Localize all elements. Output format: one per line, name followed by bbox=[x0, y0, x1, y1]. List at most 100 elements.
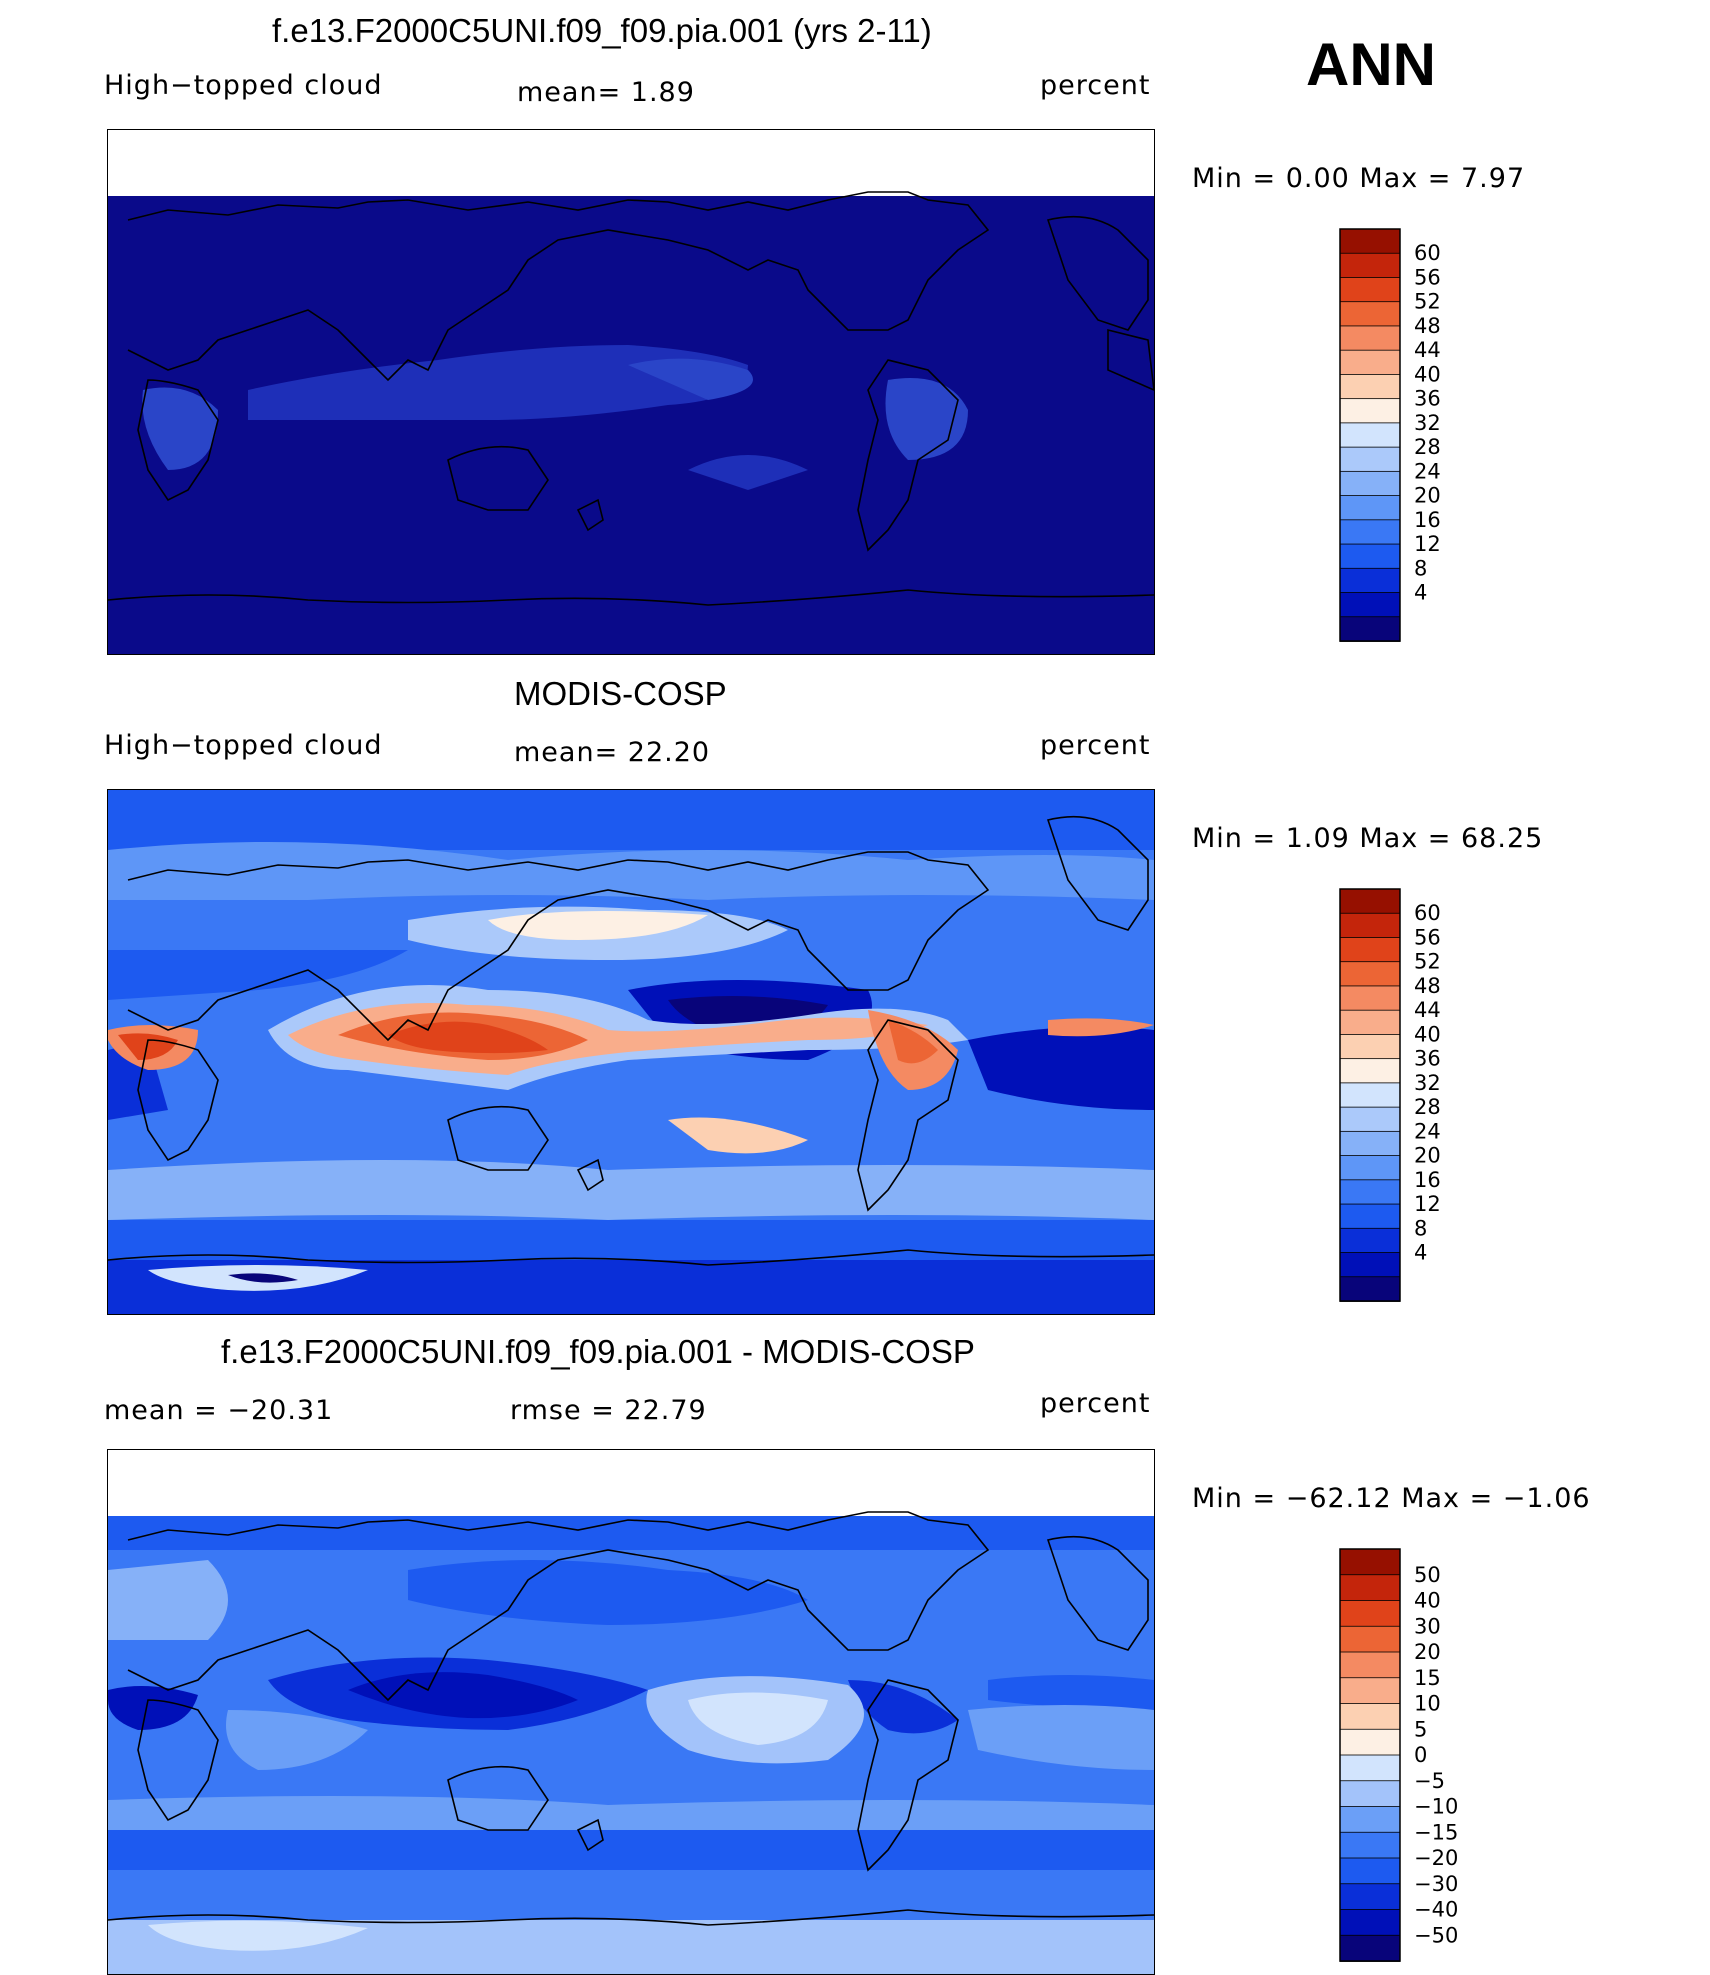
colorbar-swatch bbox=[1339, 1130, 1401, 1157]
colorbar-swatch bbox=[1339, 1934, 1401, 1962]
colorbar-swatch bbox=[1339, 1155, 1401, 1181]
colorbar-swatch bbox=[1339, 1883, 1401, 1911]
panel1-variable-label: High−topped cloud bbox=[104, 70, 383, 101]
panel2-mean: mean= 22.20 bbox=[514, 737, 711, 768]
colorbar-tick-label: 60 bbox=[1414, 901, 1441, 925]
colorbar-tick-label: 12 bbox=[1414, 1192, 1441, 1216]
colorbar-swatch bbox=[1339, 985, 1401, 1012]
panel3-title: f.e13.F2000C5UNI.f09_f09.pia.001 - MODIS… bbox=[221, 1333, 975, 1370]
colorbar-swatch bbox=[1339, 495, 1401, 521]
colorbar-tick-label: 30 bbox=[1414, 1614, 1441, 1638]
panel1-title: f.e13.F2000C5UNI.f09_f09.pia.001 (yrs 2-… bbox=[272, 12, 932, 49]
panel2-colorbar: 60 56 52 48 44 40 36 32 28 24 20 16 12 8 4 bbox=[1339, 888, 1520, 1305]
panel3-units: percent bbox=[1040, 1388, 1151, 1419]
colorbar-tick-label: 40 bbox=[1414, 362, 1441, 386]
colorbar-swatch bbox=[1339, 1252, 1401, 1278]
colorbar-swatch bbox=[1339, 592, 1401, 618]
colorbar-swatch bbox=[1339, 616, 1401, 642]
panel2-variable-label: High−topped cloud bbox=[104, 730, 383, 761]
colorbar-swatch bbox=[1339, 1179, 1401, 1205]
colorbar-tick-label: 36 bbox=[1414, 1047, 1441, 1071]
panel1-map bbox=[107, 129, 1155, 655]
colorbar-tick-label: 4 bbox=[1414, 581, 1427, 605]
colorbar-tick-label: 4 bbox=[1414, 1241, 1427, 1265]
colorbar-swatch bbox=[1339, 1651, 1401, 1679]
colorbar-swatch bbox=[1339, 543, 1401, 570]
colorbar-swatch bbox=[1339, 1009, 1401, 1036]
colorbar-swatch bbox=[1339, 1703, 1401, 1731]
colorbar-swatch bbox=[1339, 1548, 1401, 1576]
colorbar-tick-label: −5 bbox=[1414, 1769, 1445, 1793]
colorbar-tick-label: 15 bbox=[1414, 1666, 1441, 1690]
panel1-units: percent bbox=[1040, 70, 1151, 101]
colorbar-swatch bbox=[1339, 1058, 1401, 1084]
panel1-mean: mean= 1.89 bbox=[517, 77, 695, 108]
colorbar-swatch bbox=[1339, 961, 1401, 987]
colorbar-tick-label: 20 bbox=[1414, 484, 1441, 508]
colorbar-swatch bbox=[1339, 349, 1401, 376]
colorbar-swatch bbox=[1339, 888, 1401, 915]
colorbar-swatch bbox=[1339, 1600, 1401, 1628]
colorbar-tick-label: 36 bbox=[1414, 387, 1441, 411]
colorbar-swatch bbox=[1339, 398, 1401, 424]
colorbar-tick-label: 56 bbox=[1414, 265, 1441, 289]
colorbar-swatch bbox=[1339, 1831, 1401, 1859]
colorbar-tick-label: 24 bbox=[1414, 459, 1441, 483]
colorbar-swatch bbox=[1339, 912, 1401, 939]
colorbar-tick-label: 48 bbox=[1414, 314, 1441, 338]
colorbar-tick-label: 32 bbox=[1414, 411, 1441, 435]
colorbar-swatch bbox=[1339, 1780, 1401, 1808]
colorbar-swatch bbox=[1339, 1203, 1401, 1230]
colorbar-tick-label: −10 bbox=[1414, 1795, 1458, 1819]
panel3-colorbar: 50 40 30 20 15 10 5 0 −5 −10 −15 −20 −30 −40 −50 bbox=[1339, 1548, 1540, 1965]
colorbar-swatch bbox=[1339, 277, 1401, 303]
panel3-mean: mean = −20.31 bbox=[104, 1395, 334, 1426]
panel2-title: MODIS-COSP bbox=[514, 675, 727, 712]
colorbar-swatch bbox=[1339, 422, 1401, 449]
colorbar-tick-label: 16 bbox=[1414, 508, 1441, 532]
colorbar-tick-label: 50 bbox=[1414, 1563, 1441, 1587]
colorbar-swatch bbox=[1339, 1754, 1401, 1782]
colorbar-tick-label: 5 bbox=[1414, 1717, 1427, 1741]
colorbar-frame bbox=[1339, 888, 1401, 1302]
colorbar-swatch bbox=[1339, 1857, 1401, 1885]
colorbar-swatch bbox=[1339, 1625, 1401, 1653]
colorbar-tick-label: 56 bbox=[1414, 925, 1441, 949]
colorbar-tick-label: 16 bbox=[1414, 1168, 1441, 1192]
colorbar-tick-label: 0 bbox=[1414, 1743, 1427, 1767]
panel2-map bbox=[107, 789, 1155, 1315]
colorbar-swatch bbox=[1339, 1909, 1401, 1937]
colorbar-swatch bbox=[1339, 446, 1401, 473]
colorbar-tick-label: −20 bbox=[1414, 1846, 1458, 1870]
colorbar-tick-label: 12 bbox=[1414, 532, 1441, 556]
colorbar-tick-label: 8 bbox=[1414, 556, 1427, 580]
colorbar-tick-label: 32 bbox=[1414, 1071, 1441, 1095]
colorbar-swatch bbox=[1339, 252, 1401, 279]
colorbar-swatch bbox=[1339, 228, 1401, 255]
colorbar-swatch bbox=[1339, 325, 1401, 352]
colorbar-tick-label: 40 bbox=[1414, 1022, 1441, 1046]
colorbar-swatch bbox=[1339, 567, 1401, 594]
season-label: ANN bbox=[1306, 31, 1436, 98]
colorbar-swatch bbox=[1339, 470, 1401, 497]
colorbar-swatch bbox=[1339, 1227, 1401, 1254]
panel1-colorbar: 60 56 52 48 44 40 36 32 28 24 20 16 12 8 4 bbox=[1339, 228, 1520, 645]
colorbar-tick-label: −50 bbox=[1414, 1923, 1458, 1947]
colorbar-swatch bbox=[1339, 519, 1401, 545]
colorbar-frame bbox=[1339, 228, 1401, 642]
colorbar-tick-label: 40 bbox=[1414, 1589, 1441, 1613]
colorbar-tick-label: −40 bbox=[1414, 1898, 1458, 1922]
colorbar-swatch bbox=[1339, 374, 1401, 400]
colorbar-tick-label: 20 bbox=[1414, 1640, 1441, 1664]
colorbar-swatch bbox=[1339, 1276, 1401, 1302]
colorbar-tick-label: 28 bbox=[1414, 435, 1441, 459]
colorbar-swatch bbox=[1339, 1677, 1401, 1705]
panel2-minmax: Min = 1.09 Max = 68.25 bbox=[1192, 823, 1544, 854]
colorbar-tick-label: −30 bbox=[1414, 1872, 1458, 1896]
colorbar-swatch bbox=[1339, 1034, 1401, 1060]
panel1-minmax: Min = 0.00 Max = 7.97 bbox=[1192, 163, 1526, 194]
colorbar-swatch bbox=[1339, 937, 1401, 963]
colorbar-tick-label: 52 bbox=[1414, 950, 1441, 974]
colorbar-tick-label: 24 bbox=[1414, 1119, 1441, 1143]
colorbar-tick-label: 60 bbox=[1414, 241, 1441, 265]
